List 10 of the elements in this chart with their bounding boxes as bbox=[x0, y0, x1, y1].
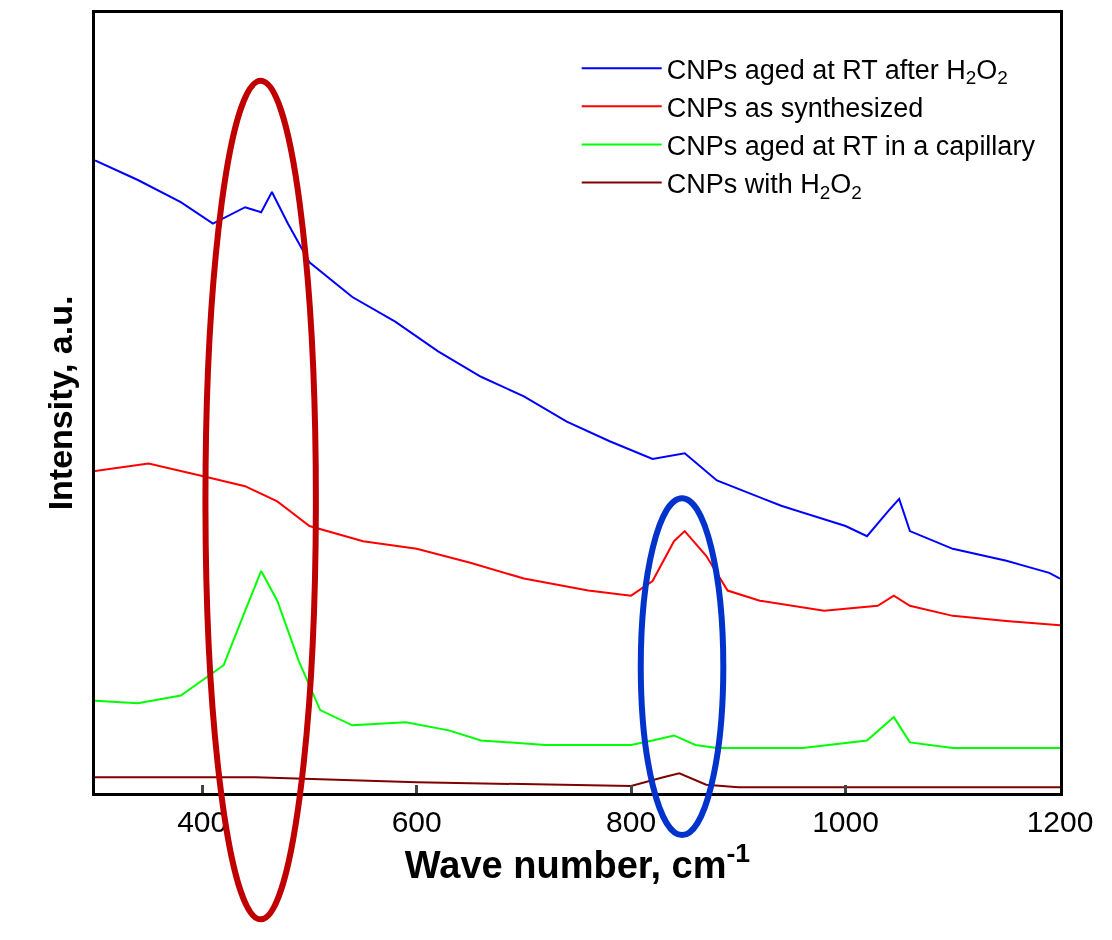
legend-label: CNPs aged at RT in a capillary bbox=[666, 130, 1036, 161]
x-axis-title: Wave number, cm$^{-1}$ bbox=[404, 838, 751, 886]
x-tick-label: 800 bbox=[606, 805, 657, 838]
y-axis-title: Intensity, a.u. bbox=[40, 295, 79, 511]
legend-label: CNPs with H$_{2}$O$_{2}$ bbox=[666, 169, 862, 203]
legend-label: CNPs aged at RT after H$_{2}$O$_{2}$ bbox=[666, 54, 1008, 89]
x-tick-label: 600 bbox=[391, 805, 442, 838]
x-tick-label: 1000 bbox=[812, 805, 879, 838]
legend-label: CNPs as synthesized bbox=[666, 92, 924, 123]
x-tick-label: 1200 bbox=[1026, 805, 1094, 838]
